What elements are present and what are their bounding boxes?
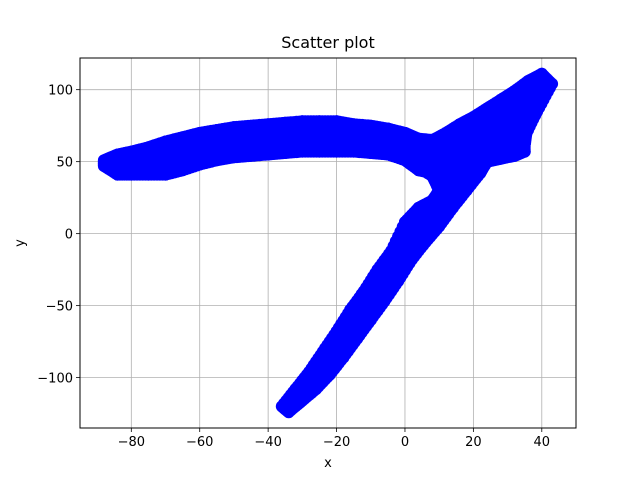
- axis-ticks: −80 −60 −40 −20 0 20 40 −100 −50 0 50 100: [37, 84, 550, 450]
- x-tick-label: −40: [254, 435, 281, 450]
- x-tick-label: 20: [465, 435, 482, 450]
- y-tick-label: −100: [37, 372, 73, 387]
- y-tick-label: 100: [48, 84, 73, 99]
- y-tick-label: 50: [56, 156, 73, 171]
- x-tick-label: −20: [323, 435, 350, 450]
- x-axis-label: x: [324, 456, 332, 471]
- chart-title: Scatter plot: [281, 33, 374, 52]
- y-axis-label: y: [13, 239, 28, 247]
- scatter-points: [97, 67, 559, 419]
- y-tick-label: 0: [65, 228, 73, 243]
- x-tick-label: −60: [186, 435, 213, 450]
- scatter-point: [481, 155, 494, 168]
- scatter-point: [529, 109, 541, 122]
- x-tick-label: 0: [401, 435, 409, 450]
- y-tick-label: −50: [46, 300, 73, 315]
- x-tick-label: −80: [118, 435, 145, 450]
- plot-frame: [79, 57, 577, 429]
- x-tick-label: 40: [534, 435, 551, 450]
